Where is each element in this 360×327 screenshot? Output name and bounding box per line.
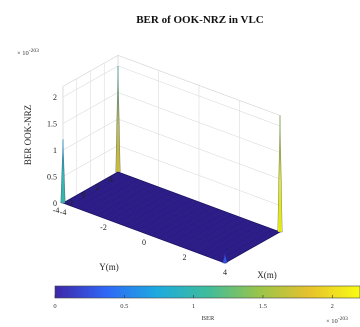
z-exponent-label: × 10-203 [17,48,39,57]
surface-spike [60,139,66,204]
surface-spikes [60,65,283,264]
y-tick-label: 2 [95,183,99,192]
surface-plane [62,171,281,264]
colorbar-tick-label: 2 [331,303,334,310]
colorbar-tick-label: 1.5 [259,303,267,310]
surface-mesh-line [218,229,274,261]
surface-mesh-line [113,174,276,235]
y-tick-label: 4 [109,175,113,184]
z-tick-label: 2 [53,93,57,102]
surface-mesh-line [211,226,267,259]
surface-mesh-line [111,175,274,237]
z-tick-label: 0 [53,199,57,208]
x-tick-label: -4 [60,208,67,217]
z-tick-label: 1 [53,146,57,155]
x-tick-label: 0 [142,238,146,247]
colorbar-tick-label: 0 [53,303,56,310]
colorbar-gradient [54,285,360,299]
colorbar: 0 0.5 1 1.5 2 BER × 10-203 [53,285,360,325]
y-tick-label: 0 [82,191,86,200]
colorbar-exponent-label: × 10-203 [326,316,348,325]
chart-title: BER of OOK-NRZ in VLC [136,14,264,26]
surface-spike [277,115,283,233]
y-tick-label: -4 [53,206,60,215]
surface-spike [115,65,121,173]
x-tick-label: 4 [223,268,227,277]
colorbar-tick-label: 0.5 [120,303,128,310]
surface-mesh-line [108,177,271,238]
z-tick-label: 1.5 [47,120,57,129]
x-tick-label: 2 [183,253,187,262]
colorbar-tick-label: 1 [192,303,195,310]
z-tick-label: 0.5 [47,173,57,182]
colorbar-ticks: 0 0.5 1 1.5 2 [53,295,334,310]
surface-mesh-line [204,224,260,256]
x-axis-label: X(m) [257,270,277,280]
colorbar-label: BER [202,315,215,322]
z-axis-label: BER OOK-NRZ [23,105,33,165]
surface-mesh-line [115,173,278,234]
surface-spike [222,252,228,264]
x-tick-label: -2 [100,223,107,232]
y-axis-label: Y(m) [99,262,119,272]
y-tick-label: -2 [66,198,73,207]
